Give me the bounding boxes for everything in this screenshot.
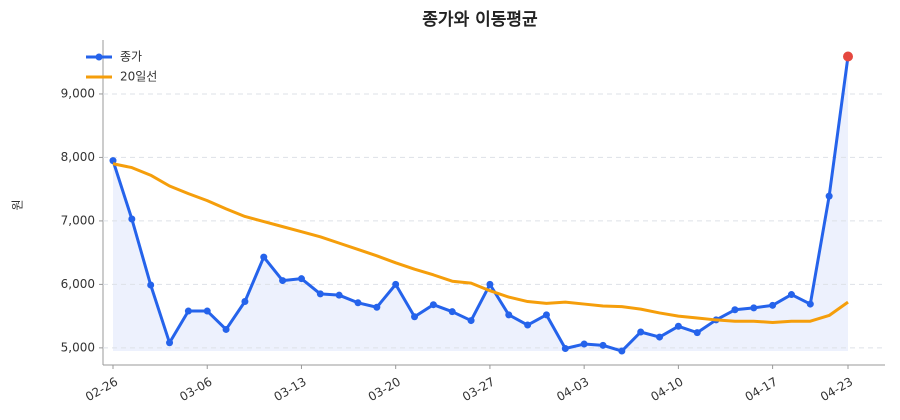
x-tick-label: 02-26 (83, 375, 120, 405)
point (674, 322, 682, 330)
point (524, 321, 532, 329)
point (279, 277, 287, 285)
point (693, 329, 701, 337)
point (448, 308, 456, 316)
y-tick-label: 5,000 (61, 340, 95, 354)
point (335, 291, 343, 299)
point (203, 307, 211, 315)
x-tick-label: 04-10 (648, 375, 685, 405)
x-tick-label: 03-13 (272, 375, 309, 405)
legend-label: 종가 (120, 50, 142, 64)
x-tick-label: 03-27 (460, 375, 497, 405)
point (656, 333, 664, 341)
point (806, 300, 814, 308)
point (316, 290, 324, 298)
point (843, 51, 853, 62)
line (112, 162, 849, 324)
point (599, 341, 607, 349)
point (109, 157, 117, 165)
point (222, 325, 230, 333)
point (373, 303, 381, 311)
legend-label: 20일선 (120, 70, 157, 84)
point (637, 328, 645, 336)
point (618, 347, 626, 355)
point (731, 306, 739, 314)
point (297, 275, 305, 283)
y-tick-label: 7,000 (61, 213, 95, 227)
point (354, 299, 362, 307)
x-tick-label: 04-03 (554, 375, 591, 405)
point (128, 215, 136, 223)
point (241, 298, 249, 306)
point (580, 340, 588, 348)
point (392, 280, 400, 288)
chart-title: 종가와 이동평균 (422, 10, 538, 30)
point (505, 311, 513, 319)
point (184, 307, 192, 315)
point (467, 317, 475, 325)
point (769, 301, 777, 309)
point (429, 301, 437, 309)
line (111, 56, 850, 353)
point (260, 253, 268, 261)
point (825, 192, 833, 200)
x-tick-label: 04-17 (743, 375, 780, 405)
point (486, 280, 494, 288)
x-tick-label: 03-20 (366, 375, 403, 405)
y-tick-label: 9,000 (61, 86, 95, 100)
x-tick-label: 04-23 (818, 375, 855, 405)
point (542, 311, 550, 319)
y-tick-label: 8,000 (61, 150, 95, 164)
point (166, 339, 174, 347)
x-tick-label: 03-06 (177, 375, 214, 405)
point (411, 313, 419, 321)
point (561, 344, 569, 352)
point (147, 281, 155, 289)
legend-marker (95, 53, 103, 61)
area (113, 56, 848, 352)
y-tick-label: 6,000 (61, 277, 95, 291)
y-axis-label: 원 (11, 199, 25, 210)
point (750, 304, 758, 312)
point (787, 291, 795, 299)
